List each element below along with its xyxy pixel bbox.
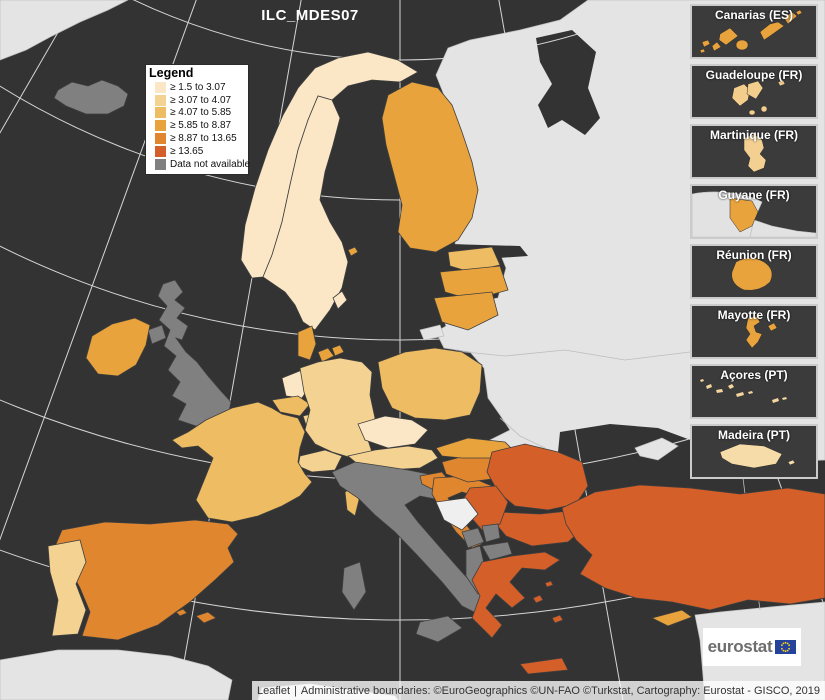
inset-guyane: Guyane (FR) [690,184,818,239]
legend-label: ≥ 4.07 to 5.85 [170,107,232,119]
country-cyprus [650,609,693,627]
north-africa-west [0,649,233,700]
legend-label: ≥ 1.5 to 3.07 [170,81,226,93]
country-balearics [175,608,217,624]
country-portugal [47,539,87,637]
country-bulgaria [495,509,585,547]
greenland [0,0,129,61]
inset-martinique: Martinique (FR) [690,124,818,179]
attribution-separator: | [294,684,297,697]
inset-label: Guyane (FR) [718,188,790,202]
inset-label: Madeira (PT) [717,428,790,442]
country-germany [299,357,376,459]
country-crete [519,657,569,675]
attribution-bar: Leaflet | Administrative boundaries: ©Eu… [251,681,825,700]
legend-swatch [155,120,166,132]
guyane-coast [749,219,816,237]
inset-label: Martinique (FR) [710,128,798,142]
madeira-map [719,443,796,469]
inset-label: Mayotte (FR) [717,308,791,322]
country-gotland [332,290,348,310]
countries[interactable] [47,51,825,675]
country-crimea [634,437,679,461]
country-kaliningrad [419,324,445,341]
legend-row-c6: ≥ 13.65 [155,145,246,158]
country-spain [55,519,239,641]
legend-rows: ≥ 1.5 to 3.07 ≥ 3.07 to 4.07 ≥ 4.07 to 5.8… [149,81,250,171]
inset-label: Açores (PT) [720,368,788,382]
country-italy [331,461,489,615]
inset-label: Réunion (FR) [716,248,792,262]
country-france [171,401,313,523]
country-finland [381,81,479,253]
inset-madeira: Madeira (PT) [690,424,818,479]
legend-swatch [155,133,166,145]
guyane-map [692,191,816,237]
country-lithuania [433,291,499,331]
legend-label: ≥ 5.85 to 8.87 [170,120,232,132]
legend-label: Data not available [170,158,251,170]
mayotte-map [745,315,778,349]
country-bosnia [435,497,479,531]
reunion-map [731,257,773,291]
country-ireland [85,317,151,377]
inset-label: Canarias (ES) [714,8,794,22]
legend-label: ≥ 13.65 [170,145,204,157]
legend-row-c2: ≥ 3.07 to 4.07 [155,94,246,107]
leaflet-link[interactable]: Leaflet [256,684,291,697]
country-belgium [271,395,311,417]
country-kosovo [481,523,501,543]
country-montenegro [461,527,485,549]
legend-row-nodata: Data not available [155,158,250,171]
legend-label: ≥ 8.87 to 13.65 [170,133,237,145]
acores-map [700,379,787,403]
map-title: ILC_MDES07 [261,7,359,24]
country-denmark [297,325,317,361]
attribution-text: Administrative boundaries: ©EuroGeograph… [300,684,820,697]
country-iceland [53,79,129,115]
eurostat-logo: eurostat [703,628,801,666]
country-sardinia [341,561,367,611]
legend-swatch [155,107,166,119]
legend-swatch [155,94,166,106]
legend-swatch [155,158,166,170]
country-denmark-isles [317,344,345,363]
legend-row-c5: ≥ 8.87 to 13.65 [155,132,246,145]
country-czechia [357,415,429,449]
eurostat-logo-text: eurostat [707,637,773,656]
country-aland [347,246,359,257]
inset-canarias: Canarias (ES) [690,4,818,59]
country-sicily [415,615,463,643]
legend-swatch [155,81,166,93]
inset-mayotte: Mayotte (FR) [690,304,818,359]
legend-row-c4: ≥ 5.85 to 8.87 [155,119,246,132]
inset-acores: Açores (PT) [690,364,818,419]
inset-reunion: Réunion (FR) [690,244,818,299]
country-macedonia [481,541,513,561]
legend-title: Legend [149,66,194,80]
martinique-map [743,133,767,173]
country-aegean-isles [532,580,564,624]
legend-row-c3: ≥ 4.07 to 5.85 [155,107,246,120]
inset-panels: Canarias (ES) Guadeloupe (FR) Martinique… [690,4,818,479]
canarias-map [699,9,803,54]
eu-flag-icon [775,640,797,654]
country-poland [377,347,483,421]
legend-label: ≥ 3.07 to 4.07 [170,94,232,106]
legend-swatch [155,145,166,157]
inset-label: Guadeloupe (FR) [705,68,803,82]
country-greece [471,551,561,639]
legend: Legend ≥ 1.5 to 3.07 ≥ 3.07 to 4.07 ≥ 4.07… [145,64,250,175]
guadeloupe-map [731,79,786,116]
country-turkey [561,484,825,611]
legend-row-c1: ≥ 1.5 to 3.07 [155,81,246,94]
country-northern-ireland [147,324,167,345]
inset-guadeloupe: Guadeloupe (FR) [690,64,818,119]
country-sweden [262,95,349,331]
